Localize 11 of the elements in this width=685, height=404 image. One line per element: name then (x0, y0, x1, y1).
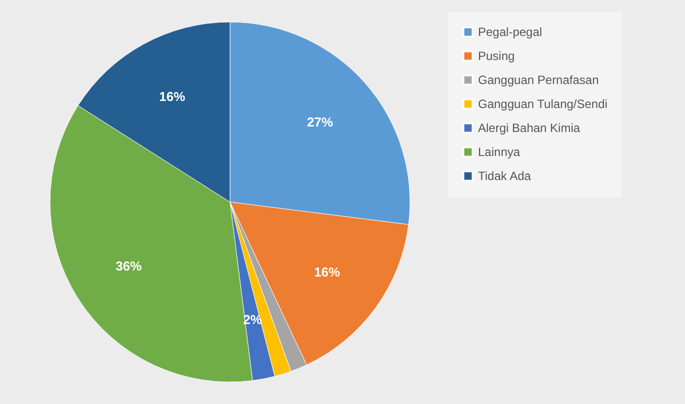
legend-label: Gangguan Tulang/Sendi (478, 97, 608, 111)
legend-label: Pegal-pegal (478, 25, 542, 39)
data-label: 27% (307, 114, 334, 130)
legend-label: Gangguan Pernafasan (478, 73, 599, 87)
data-label: 16% (159, 88, 186, 104)
legend-label: Lainnya (478, 145, 520, 159)
legend-label: Alergi Bahan Kimia (478, 121, 580, 135)
legend-label: Tidak Ada (478, 169, 532, 183)
data-label: 16% (314, 264, 341, 280)
data-label: 36% (116, 258, 142, 274)
legend-label: Pusing (478, 49, 515, 63)
